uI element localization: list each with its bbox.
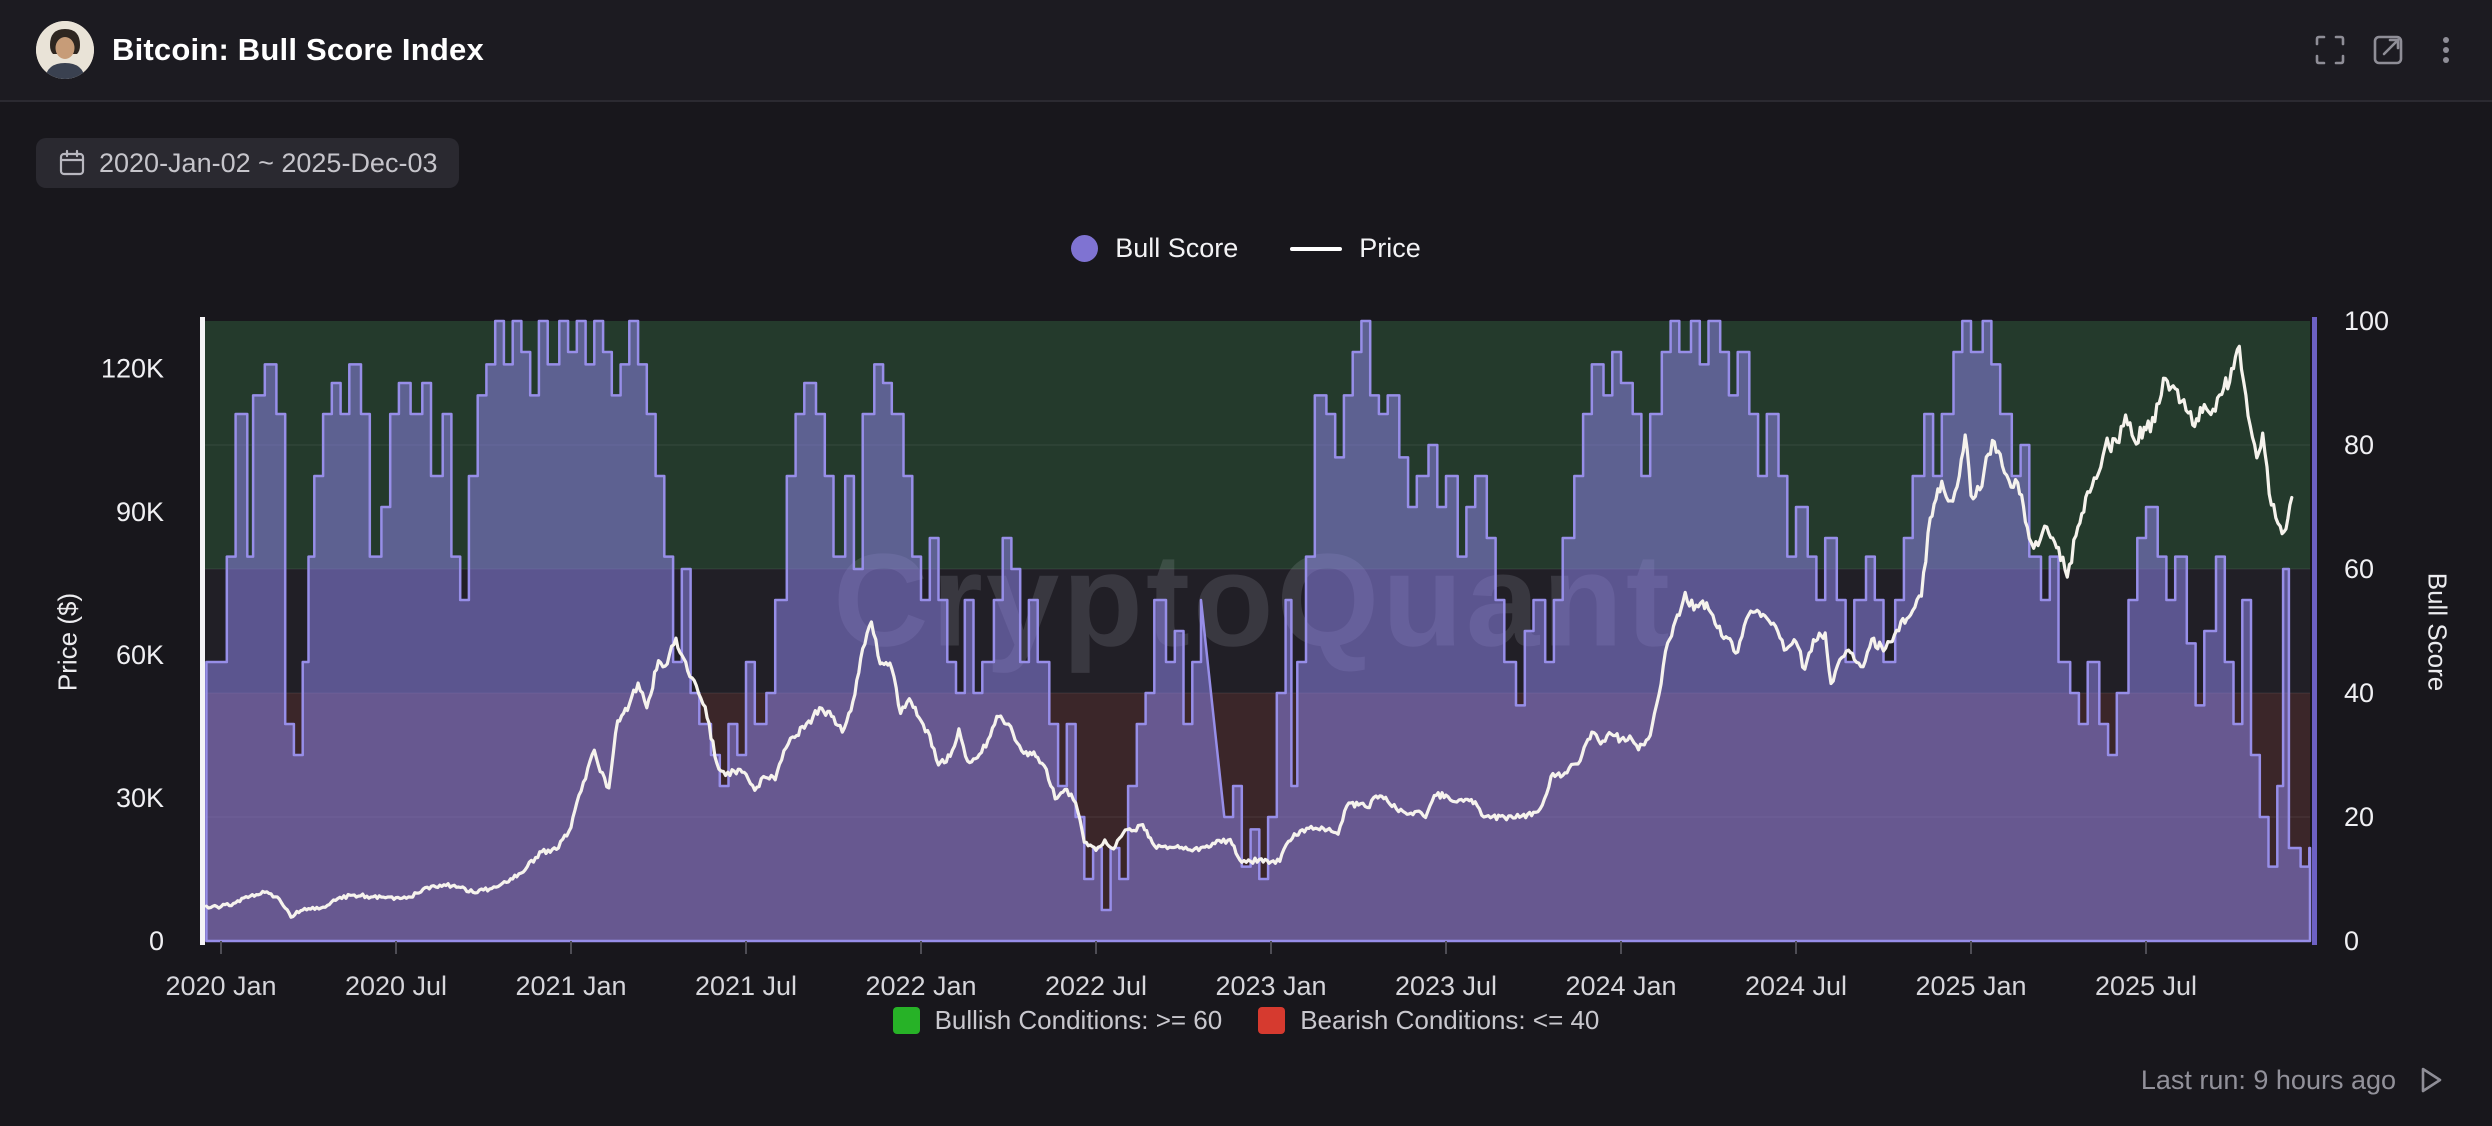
x-tick-label: 2022 Jul	[1045, 971, 1147, 1001]
x-tick-label: 2024 Jul	[1745, 971, 1847, 1001]
left-axis-tick-label: 0	[149, 926, 164, 956]
right-axis-title: Bull Score	[2422, 572, 2453, 692]
right-axis-tick-label: 100	[2344, 306, 2389, 336]
x-tick-label: 2020 Jan	[165, 971, 276, 1001]
date-range-label: 2020-Jan-02 ~ 2025-Dec-03	[99, 147, 438, 178]
x-tick-label: 2020 Jul	[345, 971, 447, 1001]
x-tick-label: 2022 Jan	[865, 971, 976, 1001]
last-run: Last run: 9 hours ago	[2141, 1062, 2448, 1098]
fullscreen-button[interactable]	[2306, 26, 2354, 74]
avatar-photo	[36, 21, 94, 79]
legend-item-price[interactable]: Price	[1290, 233, 1421, 264]
x-tick-label: 2025 Jul	[2095, 971, 2197, 1001]
left-axis-tick-label: 30K	[116, 783, 164, 813]
calendar-icon	[59, 149, 85, 176]
bull-score-legend-label: Bull Score	[1115, 233, 1239, 263]
right-axis-line	[2312, 317, 2317, 945]
page-title: Bitcoin: Bull Score Index	[112, 32, 484, 67]
run-button[interactable]	[2412, 1062, 2448, 1098]
right-axis-tick-label: 80	[2344, 430, 2374, 460]
series-legend: Bull Score Price	[0, 233, 2492, 264]
price-line-icon	[1290, 246, 1343, 251]
threshold-legend: Bullish Conditions: >= 60 Bearish Condit…	[0, 1005, 2492, 1036]
legend-item-bull-score[interactable]: Bull Score	[1071, 233, 1238, 264]
left-axis-tick-label: 90K	[116, 497, 164, 527]
price-line	[204, 344, 2294, 919]
kebab-menu-icon	[2443, 37, 2449, 63]
header-actions	[2306, 0, 2470, 100]
bull-score-dot-icon	[1071, 235, 1099, 262]
bearish-conditions-label: Bearish Conditions: <= 40	[1300, 1005, 1600, 1035]
more-options-button[interactable]	[2422, 26, 2470, 74]
x-tick-label: 2021 Jul	[695, 971, 797, 1001]
right-axis-tick-label: 20	[2344, 802, 2374, 832]
last-run-label: Last run: 9 hours ago	[2140, 1064, 2396, 1095]
right-axis-tick-label: 0	[2344, 926, 2359, 956]
external-link-icon	[2373, 35, 2403, 65]
left-axis-line	[200, 317, 205, 945]
x-tick-label: 2023 Jan	[1215, 971, 1326, 1001]
avatar[interactable]	[36, 21, 94, 79]
right-axis-tick-label: 60	[2344, 554, 2374, 584]
x-tick-label: 2025 Jan	[1915, 971, 2026, 1001]
bullish-swatch-icon	[892, 1007, 920, 1034]
fullscreen-icon	[2315, 35, 2345, 65]
x-tick-label: 2021 Jan	[515, 971, 626, 1001]
left-axis-tick-label: 60K	[116, 640, 164, 670]
left-axis-tick-label: 120K	[101, 354, 164, 384]
bullish-conditions-label: Bullish Conditions: >= 60	[934, 1005, 1223, 1035]
right-axis-tick-label: 40	[2344, 678, 2374, 708]
x-tick-label: 2024 Jan	[1565, 971, 1676, 1001]
x-tick-label: 2023 Jul	[1395, 971, 1497, 1001]
bull-score-area	[205, 319, 2312, 943]
header: Bitcoin: Bull Score Index	[0, 0, 2492, 102]
date-range-chip[interactable]: 2020-Jan-02 ~ 2025-Dec-03	[36, 138, 460, 188]
watermark: CryptoQuant	[833, 527, 1673, 674]
play-icon	[2421, 1067, 2442, 1093]
price-legend-label: Price	[1359, 233, 1421, 263]
bearish-swatch-icon	[1258, 1007, 1286, 1034]
open-external-button[interactable]	[2364, 26, 2412, 74]
